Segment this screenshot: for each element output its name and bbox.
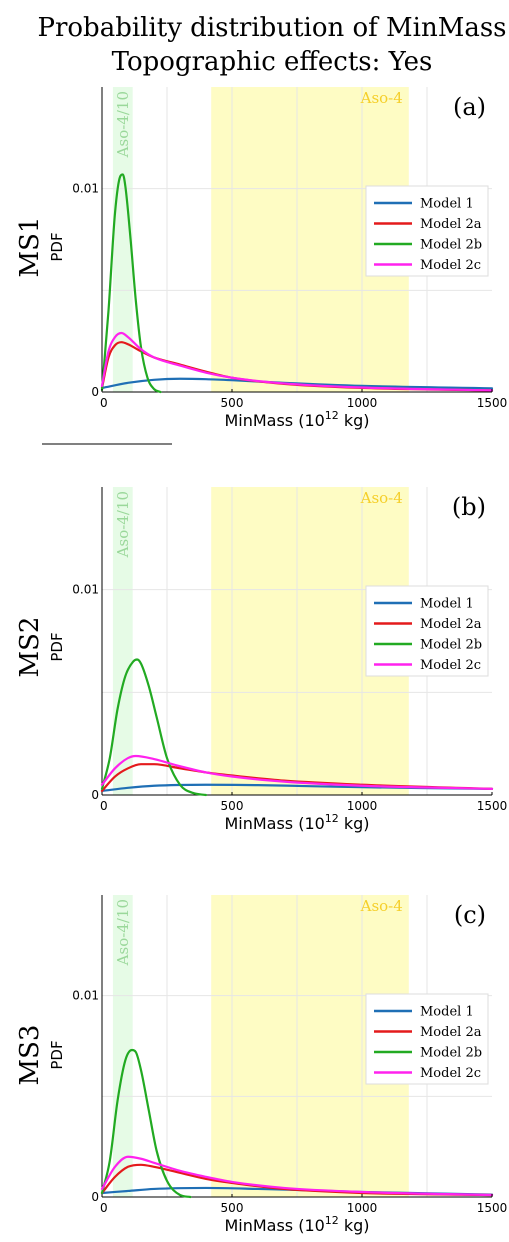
legend-box — [365, 585, 489, 677]
band-label-aso-4: Aso-4 — [360, 897, 403, 915]
legend: Model 1 Model 2a Model 2b Model 2c — [365, 185, 489, 277]
series-line-model-2b — [100, 1048, 192, 1199]
series-line-model-1 — [100, 783, 494, 792]
legend-entry: Model 2a — [420, 617, 482, 632]
y-axis-label: PDF — [48, 632, 66, 661]
y-tick-label: 0 — [91, 385, 99, 399]
legend-box — [365, 185, 489, 277]
x-axis-label-main: MinMass (10 — [224, 814, 324, 833]
x-tick-label: 1000 — [347, 799, 378, 813]
x-axis-label: MinMass (1012 kg) — [224, 409, 369, 430]
band-label-aso-4: Aso-4 — [360, 489, 403, 507]
x-tick-label: 1500 — [477, 799, 508, 813]
x-tick-label: 1000 — [347, 396, 378, 410]
row-label: MS3 — [15, 1025, 45, 1086]
x-tick-label: 1500 — [477, 1201, 508, 1215]
legend-entry: Model 2c — [420, 658, 481, 673]
y-tick-label: 0.01 — [72, 583, 99, 597]
legend-entry: Model 2b — [420, 638, 482, 653]
legend-entry: Model 2a — [420, 217, 482, 232]
band-label-aso-4-10: Aso-4/10 — [114, 91, 132, 158]
panel-letter: (b) — [452, 493, 486, 521]
band-label-aso-4-10: Aso-4/10 — [114, 491, 132, 558]
y-tick-label: 0.01 — [72, 182, 99, 196]
x-tick-label: 0 — [100, 396, 108, 410]
panel-letter: (a) — [453, 93, 486, 121]
x-tick-label: 500 — [221, 396, 244, 410]
x-tick-label: 0 — [100, 799, 108, 813]
x-tick-label: 0 — [100, 1201, 108, 1215]
legend-entry: Model 1 — [420, 1005, 474, 1020]
legend: Model 1 Model 2a Model 2b Model 2c — [365, 993, 489, 1085]
y-tick-label: 0 — [91, 1190, 99, 1204]
x-axis-label-main: MinMass (10 — [224, 411, 324, 430]
row-label: MS1 — [15, 217, 45, 278]
x-axis-label-unit: kg) — [339, 1216, 370, 1235]
band-aso-4-10 — [112, 895, 133, 1197]
y-axis-label: PDF — [48, 232, 66, 261]
x-axis-label-unit: kg) — [339, 411, 370, 430]
y-axis-label: PDF — [48, 1040, 66, 1069]
legend-entry: Model 1 — [420, 597, 474, 612]
band-aso-4-10 — [112, 487, 133, 795]
legend-entry: Model 2a — [420, 1025, 482, 1040]
x-axis-label: MinMass (1012 kg) — [224, 812, 369, 833]
series-line-model-1 — [100, 377, 494, 390]
chart-panel-1: Aso-4/10 Aso-4 (a) 0 500 1000 1500 0 0.01 MS1 PDF M… — [15, 87, 507, 430]
band-label-aso-4: Aso-4 — [360, 89, 403, 107]
chart-panel-2: Aso-4/10 Aso-4 (b) 0 500 1000 1500 0 0.01 MS2 PDF M… — [15, 487, 507, 833]
title-line1: Probability distribution of MinMass — [37, 13, 506, 43]
panel-letter: (c) — [454, 901, 486, 929]
y-tick-label: 0 — [91, 788, 99, 802]
chart-panel-3: Aso-4/10 Aso-4 (c) 0 500 1000 1500 0 0.01 MS3 PDF M… — [15, 895, 507, 1235]
x-axis-label-exponent: 12 — [325, 812, 339, 825]
x-axis-label-unit: kg) — [339, 814, 370, 833]
series-line-model-2b — [100, 658, 208, 797]
legend: Model 1 Model 2a Model 2b Model 2c — [365, 585, 489, 677]
legend-entry: Model 2c — [420, 258, 481, 273]
x-axis-label: MinMass (1012 kg) — [224, 1214, 369, 1235]
x-tick-label: 1000 — [347, 1201, 378, 1215]
x-axis-label-main: MinMass (10 — [224, 1216, 324, 1235]
series-line-model-2c — [100, 331, 494, 392]
legend-entry: Model 2c — [420, 1066, 481, 1081]
x-tick-label: 500 — [221, 799, 244, 813]
row-label: MS2 — [15, 617, 45, 678]
legend-entry: Model 1 — [420, 197, 474, 212]
band-label-aso-4-10: Aso-4/10 — [114, 899, 132, 966]
x-tick-label: 500 — [221, 1201, 244, 1215]
series-line-model-2c — [100, 754, 494, 790]
x-axis-label-exponent: 12 — [325, 1214, 339, 1227]
legend-entry: Model 2b — [420, 1046, 482, 1061]
x-axis-label-exponent: 12 — [325, 409, 339, 422]
x-tick-label: 1500 — [477, 396, 508, 410]
title-line2: Topographic effects: Yes — [112, 47, 433, 77]
legend-box — [365, 993, 489, 1085]
series-line-model-2c — [100, 1155, 494, 1197]
legend-entry: Model 2b — [420, 238, 482, 253]
band-aso-4-10 — [112, 87, 133, 392]
y-tick-label: 0.01 — [72, 989, 99, 1003]
series-line-model-2b — [100, 173, 162, 394]
